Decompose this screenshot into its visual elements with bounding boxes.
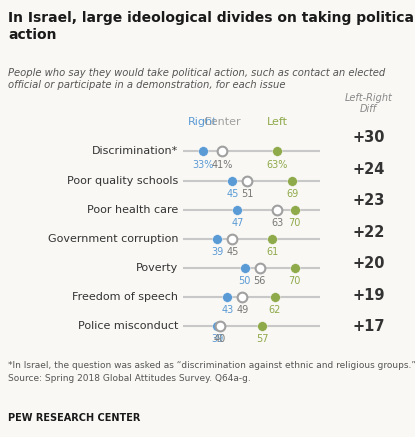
Text: In Israel, large ideological divides on taking political
action: In Israel, large ideological divides on … xyxy=(8,11,415,42)
Text: +24: +24 xyxy=(352,162,385,177)
Text: People who say they would take political action, such as contact an elected
offi: People who say they would take political… xyxy=(8,68,386,90)
Text: 57: 57 xyxy=(256,334,269,344)
Text: Poverty: Poverty xyxy=(136,263,178,273)
Text: 61: 61 xyxy=(266,247,278,257)
Text: 40: 40 xyxy=(214,334,226,344)
Text: Poor health care: Poor health care xyxy=(87,205,178,215)
Text: 41%: 41% xyxy=(212,160,233,170)
Text: +19: +19 xyxy=(352,288,385,303)
Text: Source: Spring 2018 Global Attitudes Survey. Q64a-g.: Source: Spring 2018 Global Attitudes Sur… xyxy=(8,374,251,383)
Text: 62: 62 xyxy=(269,305,281,316)
Text: 63: 63 xyxy=(271,218,283,228)
Text: Left: Left xyxy=(267,117,288,127)
Text: Freedom of speech: Freedom of speech xyxy=(73,292,178,302)
Text: +20: +20 xyxy=(352,256,385,271)
Text: PEW RESEARCH CENTER: PEW RESEARCH CENTER xyxy=(8,413,141,423)
Text: 43: 43 xyxy=(221,305,234,316)
Text: 63%: 63% xyxy=(266,160,288,170)
Text: Discrimination*: Discrimination* xyxy=(92,146,178,156)
Text: +22: +22 xyxy=(352,225,385,240)
Text: +30: +30 xyxy=(352,130,385,146)
Text: 70: 70 xyxy=(288,218,301,228)
Text: 33%: 33% xyxy=(192,160,213,170)
Text: 69: 69 xyxy=(286,189,298,199)
Text: Right: Right xyxy=(188,117,217,127)
Text: 45: 45 xyxy=(226,189,239,199)
Text: 70: 70 xyxy=(288,276,301,286)
Text: 51: 51 xyxy=(241,189,254,199)
Text: Police misconduct: Police misconduct xyxy=(78,321,178,331)
Text: 39: 39 xyxy=(211,247,224,257)
Text: Poor quality schools: Poor quality schools xyxy=(67,176,178,186)
Text: 50: 50 xyxy=(239,276,251,286)
Text: Center: Center xyxy=(204,117,241,127)
Text: 45: 45 xyxy=(226,247,239,257)
Text: +17: +17 xyxy=(352,319,385,334)
Text: +23: +23 xyxy=(352,193,385,208)
Text: *In Israel, the question was asked as “discrimination against ethnic and religio: *In Israel, the question was asked as “d… xyxy=(8,361,415,370)
Text: 47: 47 xyxy=(231,218,244,228)
Text: Left-Right
Diff: Left-Right Diff xyxy=(344,93,392,114)
Text: 49: 49 xyxy=(236,305,249,316)
Text: 56: 56 xyxy=(254,276,266,286)
Text: Government corruption: Government corruption xyxy=(48,234,178,244)
Text: 39: 39 xyxy=(211,334,224,344)
